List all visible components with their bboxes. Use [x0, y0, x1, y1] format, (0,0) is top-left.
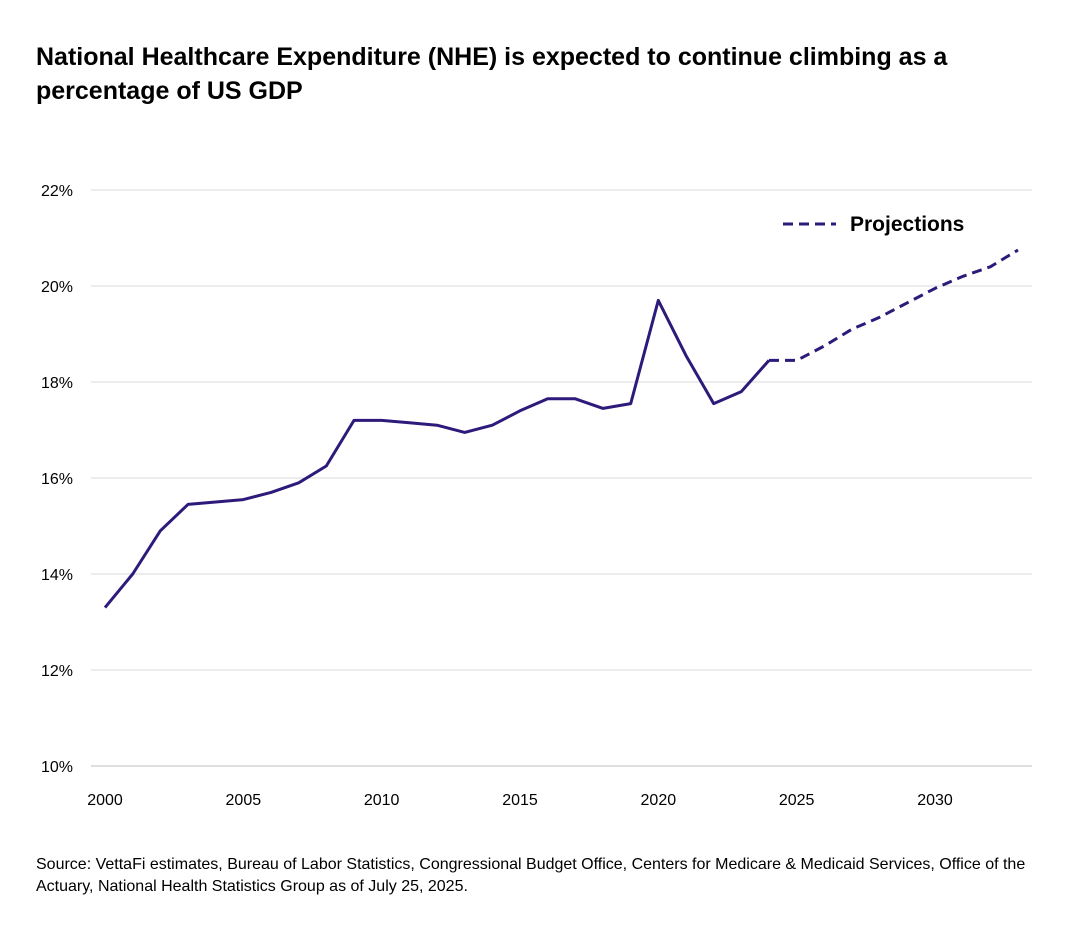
y-axis-tick-labels: 10% 12% 14% 16% 18% 20% 22%	[41, 183, 73, 776]
series-line-historical	[103, 298, 771, 609]
x-tick-label-2005: 2005	[226, 792, 262, 809]
y-tick-label-18: 18%	[41, 375, 73, 392]
y-tick-label-12: 12%	[41, 663, 73, 680]
y-tick-label-22: 22%	[41, 183, 73, 200]
y-tick-label-16: 16%	[41, 471, 73, 488]
source-note: Source: VettaFi estimates, Bureau of Lab…	[36, 856, 1026, 895]
y-tick-label-10: 10%	[41, 759, 73, 776]
x-tick-label-2010: 2010	[364, 792, 400, 809]
legend-label-projections: Projections	[850, 213, 964, 236]
x-tick-label-2030: 2030	[917, 792, 953, 809]
legend: Projections	[783, 213, 964, 236]
y-tick-label-14: 14%	[41, 567, 73, 584]
x-tick-label-2020: 2020	[641, 792, 677, 809]
series-lines	[103, 248, 1019, 609]
chart-title: National Healthcare Expenditure (NHE) is…	[36, 43, 948, 105]
series-line-projections	[769, 248, 1019, 362]
x-tick-label-2025: 2025	[779, 792, 815, 809]
x-tick-label-2000: 2000	[87, 792, 123, 809]
x-tick-label-2015: 2015	[502, 792, 538, 809]
x-axis-tick-labels: 2000 2005 2010 2015 2020 2025 2030	[87, 792, 953, 809]
gridlines	[91, 189, 1032, 671]
y-tick-label-20: 20%	[41, 279, 73, 296]
chart-plot-area: 10%12%14%16%18%20%22% 2000 2005 2010 2015 20…	[41, 183, 1032, 809]
